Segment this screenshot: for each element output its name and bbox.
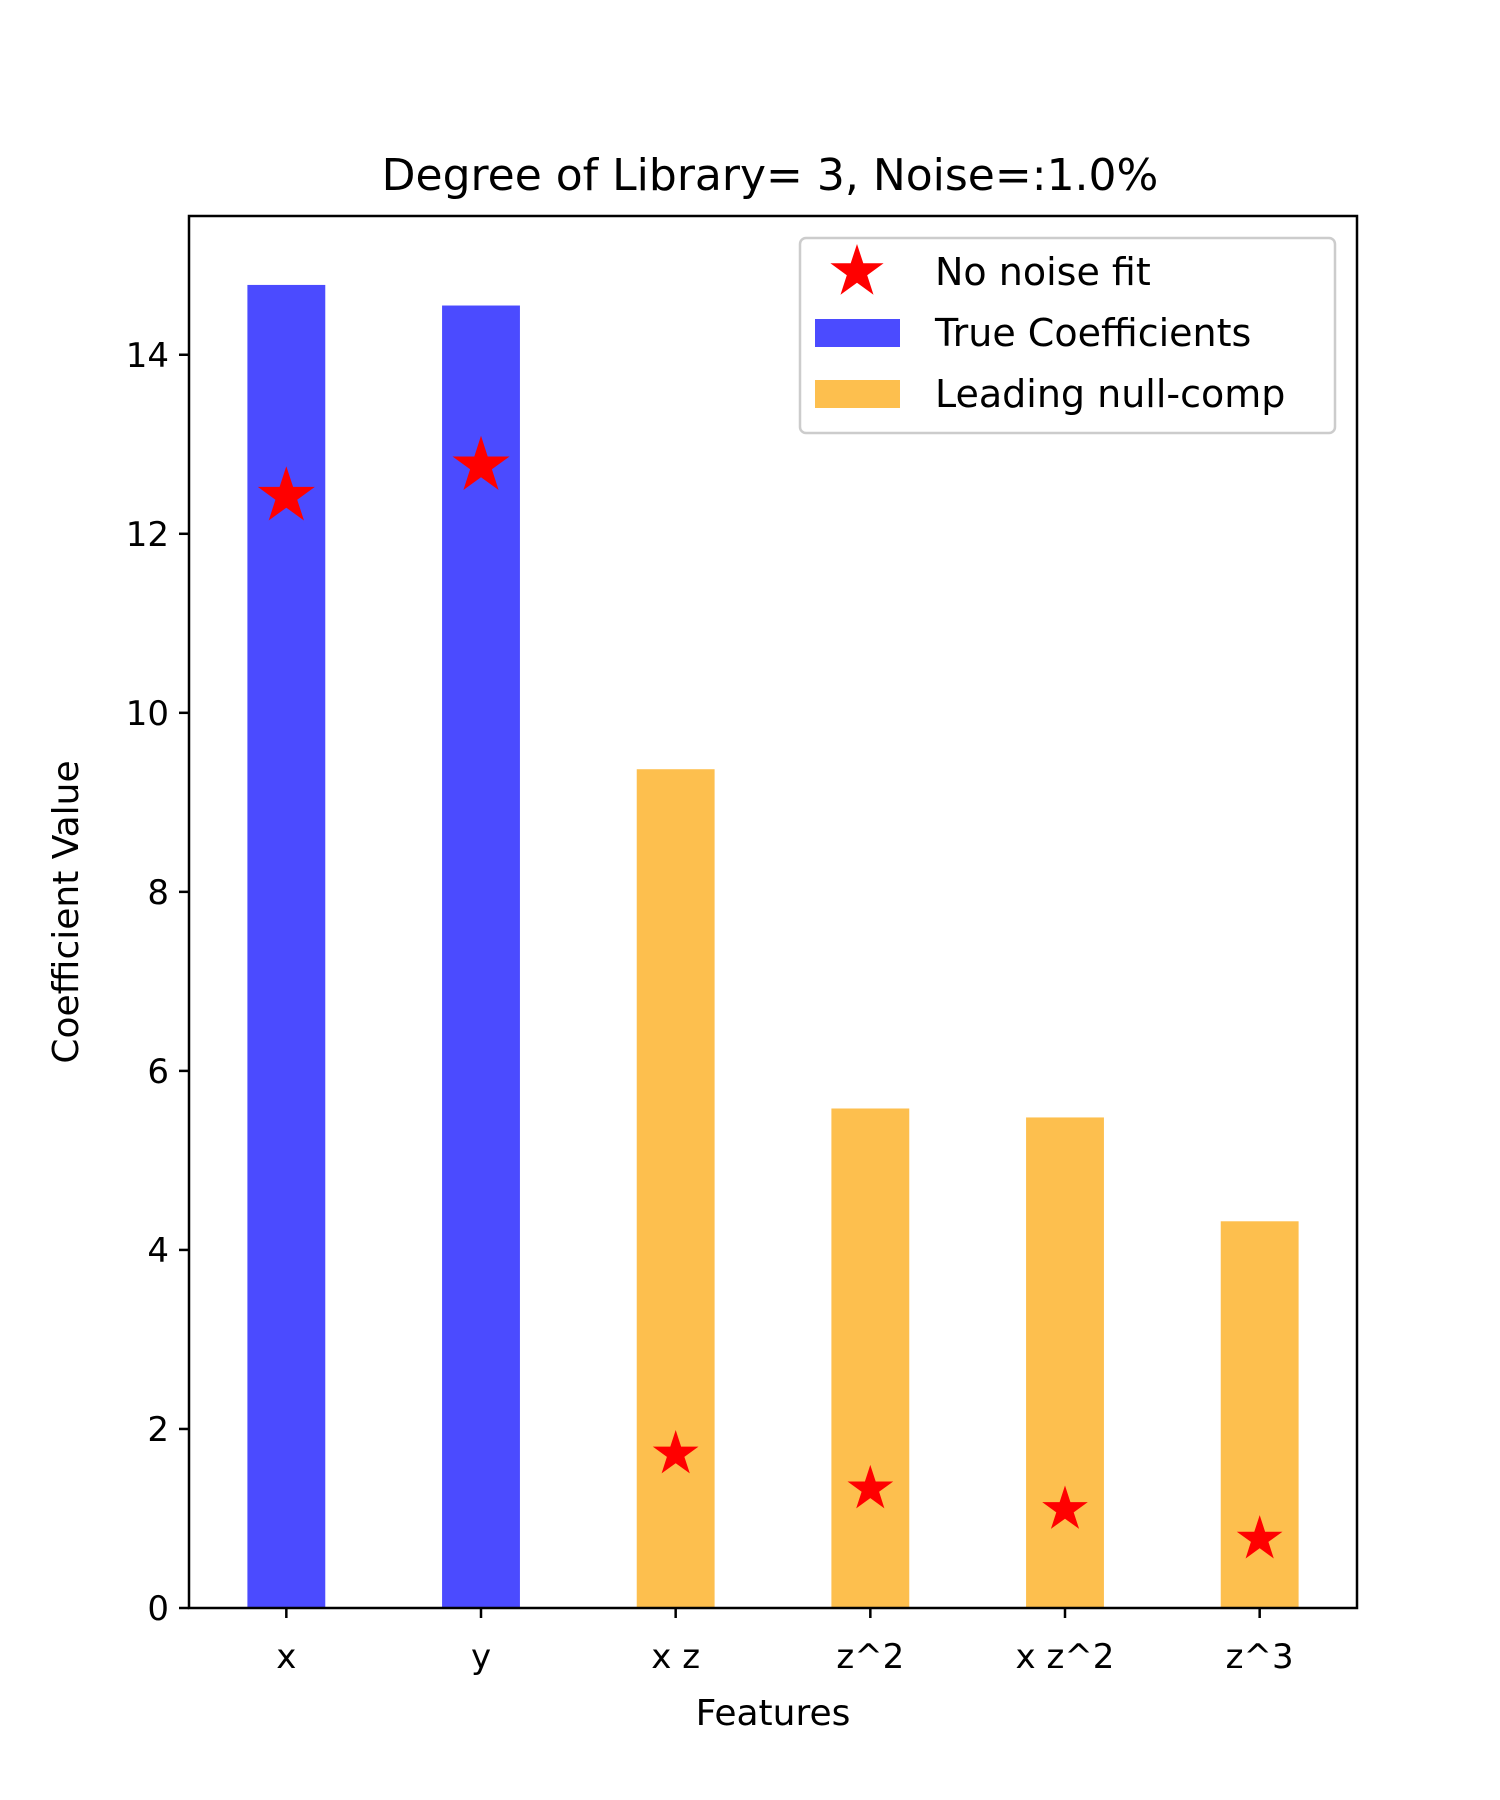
y-tick-label: 0 <box>147 1589 169 1629</box>
y-axis: 0 2 4 6 8 10 12 14 <box>126 336 189 1629</box>
x-tick-label: x z <box>651 1637 700 1677</box>
star-marker-x-z <box>652 1430 699 1474</box>
x-tick-label: z^3 <box>1226 1637 1294 1677</box>
x-axis-label: Features <box>696 1693 851 1734</box>
y-tick-label: 6 <box>147 1052 169 1092</box>
x-axis: x y x z z^2 x z^2 z^3 <box>276 1608 1294 1677</box>
bar-x-z-2 <box>1026 1117 1104 1608</box>
legend-swatch <box>815 319 900 347</box>
star-marker-x-z-2 <box>1042 1485 1088 1529</box>
bar-z-3 <box>1220 1221 1299 1608</box>
bar-y <box>442 305 520 1608</box>
y-tick-label: 10 <box>126 694 169 734</box>
y-tick-label: 8 <box>147 873 169 913</box>
legend-swatch <box>815 380 900 408</box>
x-tick-label: x <box>276 1637 296 1677</box>
star-marker-x <box>257 466 315 521</box>
y-tick-label: 14 <box>126 336 169 376</box>
star-marker-y <box>452 435 510 490</box>
legend-box <box>798 236 1337 435</box>
x-tick-label: x z^2 <box>1016 1637 1115 1677</box>
legend-label: True Coefficients <box>934 311 1251 355</box>
plot-area <box>247 284 1299 1609</box>
star-marker-z-3 <box>1236 1515 1283 1559</box>
y-tick-label: 12 <box>126 515 169 555</box>
legend-star-icon <box>830 244 884 295</box>
x-tick-label: y <box>471 1637 491 1677</box>
y-tick-label: 4 <box>147 1231 169 1271</box>
star-marker-z-2 <box>847 1464 894 1509</box>
plot-frame <box>187 214 1359 1610</box>
legend: No noise fit True Coefficients Leading nul… <box>798 236 1337 435</box>
bar-x-z <box>636 769 715 1608</box>
y-axis-label: Coefficient Value <box>46 760 87 1063</box>
y-tick-label: 2 <box>147 1410 169 1450</box>
x-tick-label: z^2 <box>836 1637 904 1677</box>
legend-label: No noise fit <box>935 250 1151 294</box>
legend-label: Leading null-comp <box>935 372 1285 416</box>
chart-title: Degree of Library= 3, Noise=:1.0% <box>382 150 1159 201</box>
bar-z-2 <box>831 1108 910 1608</box>
